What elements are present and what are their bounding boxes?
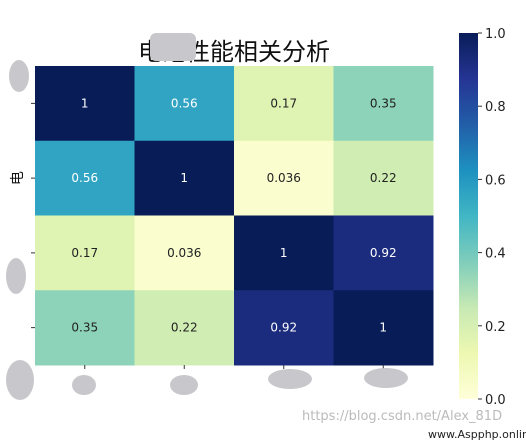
cell-value-r1-c1: 1 <box>81 96 89 110</box>
y-axis-labels: 电 <box>10 171 26 185</box>
col-label-blur-4 <box>364 368 408 388</box>
row-label-blur-4 <box>6 360 34 400</box>
cell-value-r2-c2: 1 <box>180 171 188 185</box>
cell-value-r4-c3: 0.92 <box>270 321 297 335</box>
y-label-2: 电 <box>10 171 26 185</box>
colorbar-tick-label-1: 0.0 <box>485 393 506 408</box>
heatmap-cell-r1-c2 <box>134 66 235 142</box>
colorbar-tick-label-2: 0.2 <box>485 320 506 335</box>
cell-value-r3-c3: 1 <box>280 246 288 260</box>
heatmap-cells <box>35 66 434 366</box>
col-label-blur-2 <box>170 375 198 395</box>
cell-value-r1-c3: 0.17 <box>270 96 297 110</box>
heatmap-cell-r2-c3 <box>234 140 334 216</box>
watermark-site: www.Aspphp.online <box>428 428 526 440</box>
colorbar-tick-label-5: 0.8 <box>485 100 506 115</box>
title-obscure-patch <box>150 33 196 61</box>
heatmap-cell-r4-c3 <box>234 290 334 366</box>
heatmap-cell-r2-c1 <box>35 140 135 216</box>
cell-value-r1-c4: 0.35 <box>370 96 397 110</box>
heatmap-cell-r3-c3 <box>234 215 334 291</box>
y-axis-ticks <box>31 102 35 329</box>
heatmap-cell-r3-c4 <box>333 215 434 291</box>
cell-value-r3-c4: 0.92 <box>370 246 397 260</box>
colorbar-tick-label-3: 0.4 <box>485 247 506 262</box>
obscured-labels <box>6 33 408 400</box>
colorbar-tick-label-6: 1.0 <box>485 27 506 42</box>
cell-value-r2-c4: 0.22 <box>370 171 397 185</box>
heatmap-cell-r1-c3 <box>234 66 334 142</box>
cell-value-r1-c2: 0.56 <box>171 96 198 110</box>
heatmap-cell-r3-c1 <box>35 215 135 291</box>
cell-value-r2-c3: 0.036 <box>267 171 301 185</box>
heatmap-cell-r1-c1 <box>35 66 135 142</box>
cell-value-r3-c2: 0.036 <box>167 246 201 260</box>
heatmap-cell-r4-c1 <box>35 290 135 366</box>
heatmap-cell-r2-c4 <box>333 140 434 216</box>
colorbar-tick-label-4: 0.6 <box>485 173 506 188</box>
cell-value-r2-c1: 0.56 <box>71 171 98 185</box>
watermark-blog: https://blog.csdn.net/Alex_81D <box>302 409 502 424</box>
heatmap-cell-r4-c2 <box>134 290 235 366</box>
col-label-blur-1 <box>72 375 96 395</box>
heatmap-cell-r2-c2 <box>134 140 235 216</box>
cell-value-r4-c1: 0.35 <box>71 321 98 335</box>
col-label-blur-3 <box>268 369 312 389</box>
heatmap-cell-r3-c2 <box>134 215 235 291</box>
cell-value-r4-c2: 0.22 <box>171 321 198 335</box>
heatmap-cell-r1-c4 <box>333 66 434 142</box>
heatmap-cell-r4-c4 <box>333 290 434 366</box>
cell-value-r4-c4: 1 <box>379 321 387 335</box>
row-label-blur-3 <box>6 258 26 294</box>
x-axis-ticks <box>84 365 384 369</box>
row-label-blur-1 <box>9 60 29 92</box>
colorbar <box>459 33 478 399</box>
heatmap-cell-labels: 1 0.56 0.17 0.35 0.56 1 0.036 0.22 0.17 0.036 1 0.9… <box>71 96 396 334</box>
cell-value-r3-c1: 0.17 <box>71 246 98 260</box>
colorbar-ticks: 0.0 0.2 0.4 0.6 0.8 1.0 <box>478 27 506 408</box>
